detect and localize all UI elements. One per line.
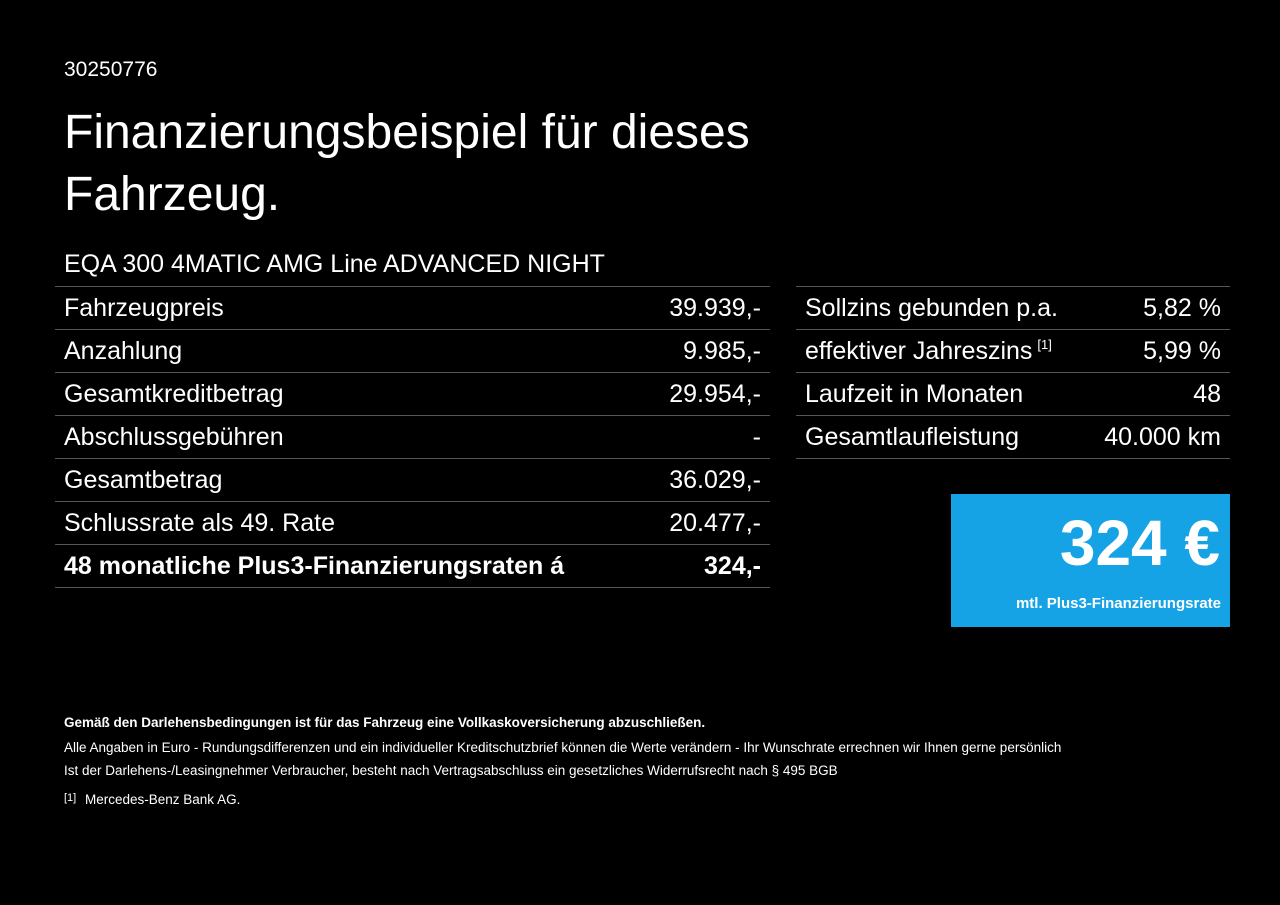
row-label: Fahrzeugpreis — [64, 293, 224, 322]
row-label-cell: Gesamtkreditbetrag — [64, 380, 284, 409]
row-label-cell: Fahrzeugpreis — [64, 294, 224, 323]
row-value: 20.477,- — [669, 508, 761, 537]
row-label: 48 monatliche Plus3-Finanzierungsraten á — [64, 551, 565, 580]
row-label-cell: Anzahlung — [64, 337, 182, 366]
footnote-ref: [1] — [1037, 336, 1052, 352]
row-label-cell: Gesamtlaufleistung — [805, 423, 1019, 452]
row-label-cell: Abschlussgebühren — [64, 423, 284, 452]
table-row: Fahrzeugpreis 39.939,- — [55, 287, 770, 330]
table-row: 48 monatliche Plus3-Finanzierungsraten á… — [55, 545, 770, 588]
row-label: Gesamtbetrag — [64, 465, 223, 494]
table-row: Gesamtkreditbetrag 29.954,- — [55, 373, 770, 416]
row-value: 324,- — [704, 551, 761, 580]
table-row: Laufzeit in Monaten 48 — [796, 373, 1230, 416]
row-value: - — [752, 422, 761, 451]
row-value: 5,82 % — [1143, 293, 1221, 322]
row-label: effektiver Jahreszins — [805, 336, 1033, 365]
bold-note: Gemäß den Darlehensbedingungen ist für d… — [64, 715, 706, 730]
table-row: Anzahlung 9.985,- — [55, 330, 770, 373]
table-row: Schlussrate als 49. Rate 20.477,- — [55, 502, 770, 545]
row-label: Laufzeit in Monaten — [805, 379, 1024, 408]
model-name: EQA 300 4MATIC AMG Line ADVANCED NIGHT — [64, 250, 605, 278]
table-row: Sollzins gebunden p.a. 5,82 % — [796, 287, 1230, 330]
row-label-cell: 48 monatliche Plus3-Finanzierungsraten á — [64, 552, 564, 581]
row-label: Gesamtkreditbetrag — [64, 379, 284, 408]
row-label: Schlussrate als 49. Rate — [64, 508, 335, 537]
footnote-mark: [1] — [64, 792, 77, 804]
row-value: 36.029,- — [669, 465, 761, 494]
row-label-cell: Gesamtbetrag — [64, 466, 222, 495]
table-row: effektiver Jahreszins [1] 5,99 % — [796, 330, 1230, 373]
row-label-cell: Schlussrate als 49. Rate — [64, 509, 335, 538]
rate-caption: mtl. Plus3-Finanzierungsrate — [1015, 595, 1221, 612]
note: Ist der Darlehens-/Leasingnehmer Verbrau… — [64, 763, 838, 778]
vehicle-id: 30250776 — [64, 58, 158, 81]
row-value: 29.954,- — [669, 379, 761, 408]
table-row: Abschlussgebühren - — [55, 416, 770, 459]
title: Finanzierungsbeispiel für dieses Fahrzeu… — [64, 106, 750, 221]
row-label-cell: effektiver Jahreszins [1] — [805, 337, 1052, 366]
row-value: 39.939,- — [669, 293, 761, 322]
left-table: Fahrzeugpreis 39.939,- Anzahlung 9.985,- Ges… — [55, 286, 770, 588]
row-value: 9.985,- — [683, 336, 761, 365]
row-value: 5,99 % — [1143, 336, 1221, 365]
rate-box: 324 € mtl. Plus3-Finanzierungsrate — [951, 494, 1230, 627]
row-label-cell: Sollzins gebunden p.a. — [805, 294, 1058, 323]
right-table: Sollzins gebunden p.a. 5,82 % effektiver J… — [796, 286, 1230, 459]
row-label: Anzahlung — [64, 336, 183, 365]
row-value: 48 — [1193, 379, 1221, 408]
footnote-text: Mercedes-Benz Bank AG. — [85, 792, 241, 807]
row-label-cell: Laufzeit in Monaten — [805, 380, 1023, 409]
row-label: Abschlussgebühren — [64, 422, 284, 451]
row-label: Gesamtlaufleistung — [805, 422, 1020, 451]
note: Alle Angaben in Euro - Rundungsdifferenz… — [64, 740, 1062, 755]
rate-amount: 324 € — [1059, 507, 1220, 579]
table-row: Gesamtlaufleistung 40.000 km — [796, 416, 1230, 459]
table-row: Gesamtbetrag 36.029,- — [55, 459, 770, 502]
row-label: Sollzins gebunden p.a. — [805, 293, 1058, 322]
row-value: 40.000 km — [1104, 422, 1221, 451]
